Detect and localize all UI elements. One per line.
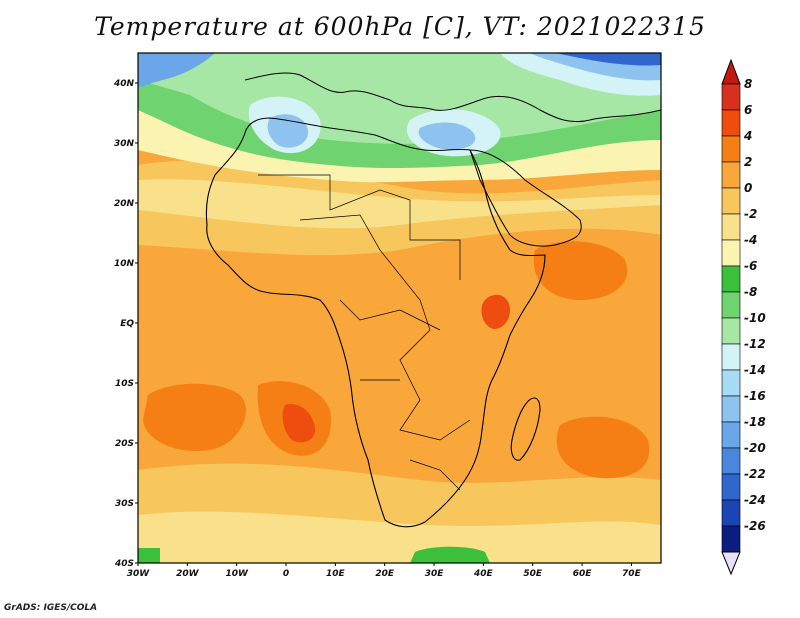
field-hotspot-4 xyxy=(556,416,650,479)
colorbar-label: -8 xyxy=(744,285,757,299)
colorbar-segment xyxy=(721,265,741,293)
field-hotspot-1 xyxy=(143,383,246,451)
colorbar-label: -24 xyxy=(744,493,766,507)
colorbar-segment xyxy=(721,187,741,215)
lat-tick-label: 10N xyxy=(114,259,135,269)
lat-tick-label: 20N xyxy=(114,199,135,209)
colorbar-label: 2 xyxy=(744,155,752,169)
colorbar-label: 0 xyxy=(744,181,752,195)
colorbar-segment xyxy=(721,135,741,163)
colorbar-segment xyxy=(721,421,741,449)
africa-coastline xyxy=(205,117,546,528)
colorbar-label: -10 xyxy=(744,311,766,325)
lon-tick-label: 50E xyxy=(523,569,543,579)
colorbar-label: -6 xyxy=(744,259,757,273)
colorbar: 8 6 4 2 0 -2 -4 -6 -8 -10 -12 -14 -16 -18 -20 -22 -24 -26 xyxy=(721,58,766,576)
colorbar-label: -4 xyxy=(744,233,757,247)
madagascar-coastline xyxy=(510,397,541,461)
colorbar-segment xyxy=(721,83,741,111)
grads-credit: GrADS: IGES/COLA xyxy=(4,603,98,613)
lon-tick-label: 20E xyxy=(375,569,395,579)
field-south-band-2 xyxy=(138,511,661,563)
colorbar-segment xyxy=(721,525,741,553)
colorbar-segment xyxy=(721,109,741,137)
lat-tick-label: 20S xyxy=(115,439,134,449)
field-cold-ne-3 xyxy=(555,53,661,66)
lat-tick-label: 40N xyxy=(113,79,135,89)
colorbar-top-tip xyxy=(721,58,741,85)
colorbar-label: 4 xyxy=(743,129,752,143)
colorbar-label: -22 xyxy=(744,467,766,481)
colorbar-segment xyxy=(721,499,741,527)
colorbar-bottom-tip xyxy=(721,551,741,576)
colorbar-label: 8 xyxy=(744,77,752,91)
lat-tick-label: EQ xyxy=(120,319,134,329)
colorbar-segment xyxy=(721,369,741,397)
arabia-coastline xyxy=(469,149,582,247)
lon-tick-label: 70E xyxy=(622,569,642,579)
colorbar-segment xyxy=(721,395,741,423)
lon-tick-label: 0 xyxy=(283,569,289,579)
colorbar-label: -2 xyxy=(744,207,757,221)
lat-tick-label: 30N xyxy=(114,139,135,149)
lon-tick-label: 60E xyxy=(573,569,593,579)
lon-tick-label: 40E xyxy=(473,569,494,579)
lon-tick-label: 30W xyxy=(127,569,151,579)
temperature-field xyxy=(138,53,661,563)
field-hotspot-2-core xyxy=(282,404,315,443)
field-green-s xyxy=(410,546,490,563)
field-hotspot-3 xyxy=(533,241,628,300)
colorbar-segment xyxy=(721,343,741,371)
lat-tick-label: 30S xyxy=(115,499,134,509)
colorbar-segment xyxy=(721,291,741,319)
colorbar-segment xyxy=(721,473,741,501)
field-cold-core-east-inner xyxy=(418,122,476,150)
field-sahara-belt-2 xyxy=(138,179,661,229)
lon-tick-label: 30E xyxy=(425,569,445,579)
colorbar-segment xyxy=(721,239,741,267)
field-green-sw xyxy=(138,548,160,563)
colorbar-segment xyxy=(721,161,741,189)
colorbar-label: -26 xyxy=(744,519,766,533)
lon-tick-label: 10E xyxy=(326,569,346,579)
colorbar-label: -18 xyxy=(744,415,766,429)
colorbar-label: -14 xyxy=(744,363,766,377)
lat-tick-label: 40S xyxy=(114,559,134,569)
colorbar-segment xyxy=(721,447,741,475)
colorbar-segment xyxy=(721,213,741,241)
lon-tick-label: 10W xyxy=(225,569,249,579)
field-cold-nw xyxy=(138,53,215,88)
inland-borders xyxy=(258,174,471,491)
colorbar-label: 6 xyxy=(744,103,752,117)
map-title: Temperature at 600hPa [C], VT: 202102231… xyxy=(94,12,706,41)
europe-coastline xyxy=(244,72,661,123)
lat-tick-label: 10S xyxy=(115,379,134,389)
lon-tick-label: 20W xyxy=(176,569,200,579)
field-hotspot-5 xyxy=(481,294,510,330)
colorbar-label: -20 xyxy=(744,441,766,455)
colorbar-label: -16 xyxy=(744,389,766,403)
map-frame xyxy=(137,52,662,564)
colorbar-segment xyxy=(721,317,741,345)
colorbar-label: -12 xyxy=(744,337,766,351)
